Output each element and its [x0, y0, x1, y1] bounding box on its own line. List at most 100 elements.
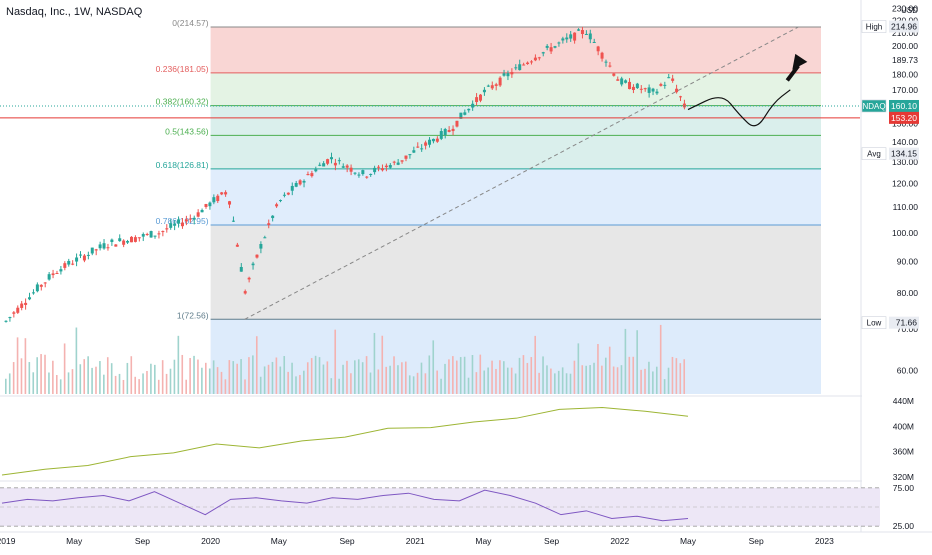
candle-body [373, 167, 377, 173]
avg-badge-value: 134.15 [891, 149, 917, 159]
projection-path [687, 89, 791, 127]
candle-body [369, 173, 373, 175]
volume-bar [106, 357, 109, 394]
volume-bar [12, 362, 15, 394]
volume-bar [299, 374, 301, 394]
candle-body [451, 128, 455, 132]
volume-bar [612, 366, 615, 394]
time-tick-label: Sep [749, 536, 764, 546]
volume-bar [557, 370, 560, 394]
candle-body [16, 307, 20, 313]
volume-bar [499, 360, 501, 394]
candle-body [643, 88, 647, 90]
fib-level-label: 0.236(181.05) [156, 64, 209, 74]
volume-bar [655, 366, 658, 394]
candle-body [43, 282, 47, 284]
volume-bar [404, 361, 407, 394]
obv-tick-label: 320M [893, 472, 914, 482]
obv-pane: 440M 400M 360M 320M [0, 395, 914, 482]
volume-bar [334, 329, 337, 394]
candle-body [479, 94, 483, 101]
time-tick-label: May [66, 536, 83, 546]
volume-bar [169, 368, 172, 394]
volume-bar [495, 368, 497, 394]
candle-body [306, 174, 310, 176]
ndaq-badge-value: 160.10 [891, 101, 917, 111]
high-badge-label: High [866, 23, 882, 32]
candle-body [510, 71, 514, 75]
volume-bar [126, 362, 129, 394]
last-price-badge-value-box [889, 111, 919, 124]
candle-body [514, 67, 518, 69]
price-tick-label: 120.00 [892, 179, 918, 189]
candle-body [294, 183, 298, 187]
obv-line [1, 406, 689, 476]
volume-bar [55, 375, 58, 394]
volume-bars [5, 324, 686, 394]
volume-bar [455, 360, 458, 394]
volume-bar [338, 378, 340, 394]
volume-bar [467, 377, 470, 394]
candle-body [4, 320, 8, 322]
volume-bar [389, 365, 391, 394]
candle-body [231, 220, 235, 222]
fib-level-label: 1(72.56) [177, 310, 209, 320]
obv-tick-label: 400M [893, 421, 914, 431]
candle-body [565, 37, 569, 40]
volume-bar [130, 356, 133, 394]
volume-bar [314, 355, 317, 394]
candle-body [573, 32, 577, 41]
candle-body [28, 297, 32, 300]
volume-bar [185, 379, 187, 394]
candle-body [94, 249, 98, 251]
volume-bar [330, 378, 333, 394]
price-lines[interactable] [0, 26, 860, 320]
volume-bar [161, 360, 164, 394]
candle-body [357, 174, 361, 176]
volume-bar [503, 361, 505, 394]
price-axis[interactable]: 230.00 220.00 210.00 200.00 189.73 180.00 170.… [860, 0, 919, 532]
candle-body [173, 223, 177, 226]
volume-bar [40, 354, 42, 394]
volume-bar [640, 369, 642, 394]
low-badge-label: Low [867, 319, 882, 328]
candle-body [106, 247, 110, 249]
volume-bar [448, 359, 450, 394]
candle-body [129, 236, 133, 243]
fibonacci-retracement[interactable]: 0(214.57) 0.236(181.05) 0.382(160.32) 0.5(1… [156, 18, 822, 394]
volume-bar [204, 362, 207, 394]
candle-body [47, 274, 51, 280]
volume-bar [20, 358, 23, 394]
candle-body [67, 260, 71, 265]
time-tick-label: 2019 [0, 536, 16, 546]
volume-bar [530, 357, 533, 394]
candle-body [384, 165, 388, 168]
volume-bar [310, 358, 313, 394]
candle-body [20, 303, 24, 308]
candle-body [282, 194, 286, 196]
time-axis[interactable]: 2019 May Sep 2020 May Sep 2021 May Sep 2022 May Sep… [0, 531, 932, 546]
candle-body [126, 241, 130, 243]
candle-body [663, 84, 667, 86]
candle-body [529, 61, 533, 63]
volume-bar [632, 356, 635, 394]
volume-bar [287, 371, 289, 394]
volume-bar [24, 338, 27, 394]
volume-bar [506, 367, 509, 394]
volume-bar [683, 359, 686, 394]
candle-body [110, 239, 114, 242]
candle-body [216, 195, 220, 202]
volume-bar [667, 367, 670, 394]
volume-bar [114, 375, 117, 394]
volume-bar [142, 373, 144, 394]
trend-line [244, 26, 799, 320]
candle-body [322, 163, 326, 167]
volume-bar [408, 375, 411, 394]
candle-body [133, 237, 137, 242]
volume-bar [103, 374, 105, 394]
price-tick-label: 140.00 [892, 137, 918, 147]
volume-bar [322, 364, 325, 394]
drawing-annotations[interactable] [687, 53, 808, 127]
volume-bar [201, 367, 203, 394]
